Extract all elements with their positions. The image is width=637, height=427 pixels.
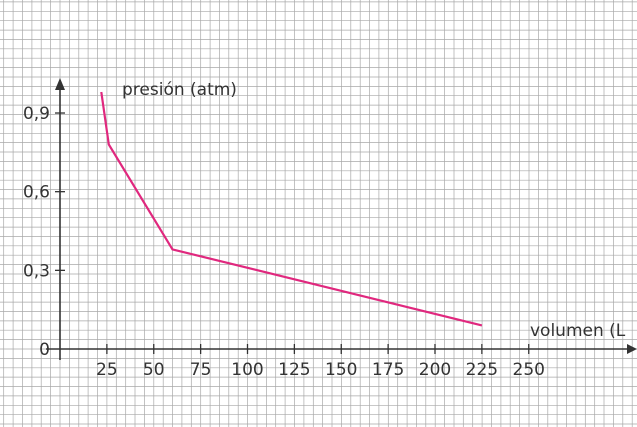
y-tick-label: 0 bbox=[39, 340, 50, 360]
x-axis-arrow bbox=[627, 344, 637, 354]
x-tick-label: 100 bbox=[231, 360, 263, 380]
y-axis-label: presión (atm) bbox=[122, 80, 237, 100]
x-axis-label: volumen (L bbox=[530, 321, 626, 341]
y-tick-label: 0,3 bbox=[23, 261, 50, 281]
x-tick-label: 25 bbox=[96, 360, 118, 380]
x-tick-label: 75 bbox=[190, 360, 212, 380]
series-line bbox=[100, 91, 483, 327]
y-tick-label: 0,9 bbox=[23, 104, 50, 124]
ticks: 25 50 75 100 125 150 175 200 225 250 0 0,3 0,6 0,9 bbox=[23, 104, 545, 380]
x-tick-label: 225 bbox=[466, 360, 498, 380]
axes bbox=[46, 78, 637, 360]
y-tick-label: 0,6 bbox=[23, 183, 50, 203]
x-tick-label: 150 bbox=[325, 360, 357, 380]
x-tick-label: 125 bbox=[278, 360, 310, 380]
x-tick-label: 200 bbox=[419, 360, 451, 380]
x-tick-label: 250 bbox=[513, 360, 545, 380]
x-tick-label: 175 bbox=[372, 360, 404, 380]
series bbox=[100, 91, 483, 327]
x-tick-label: 50 bbox=[143, 360, 165, 380]
y-axis-arrow bbox=[55, 78, 65, 90]
